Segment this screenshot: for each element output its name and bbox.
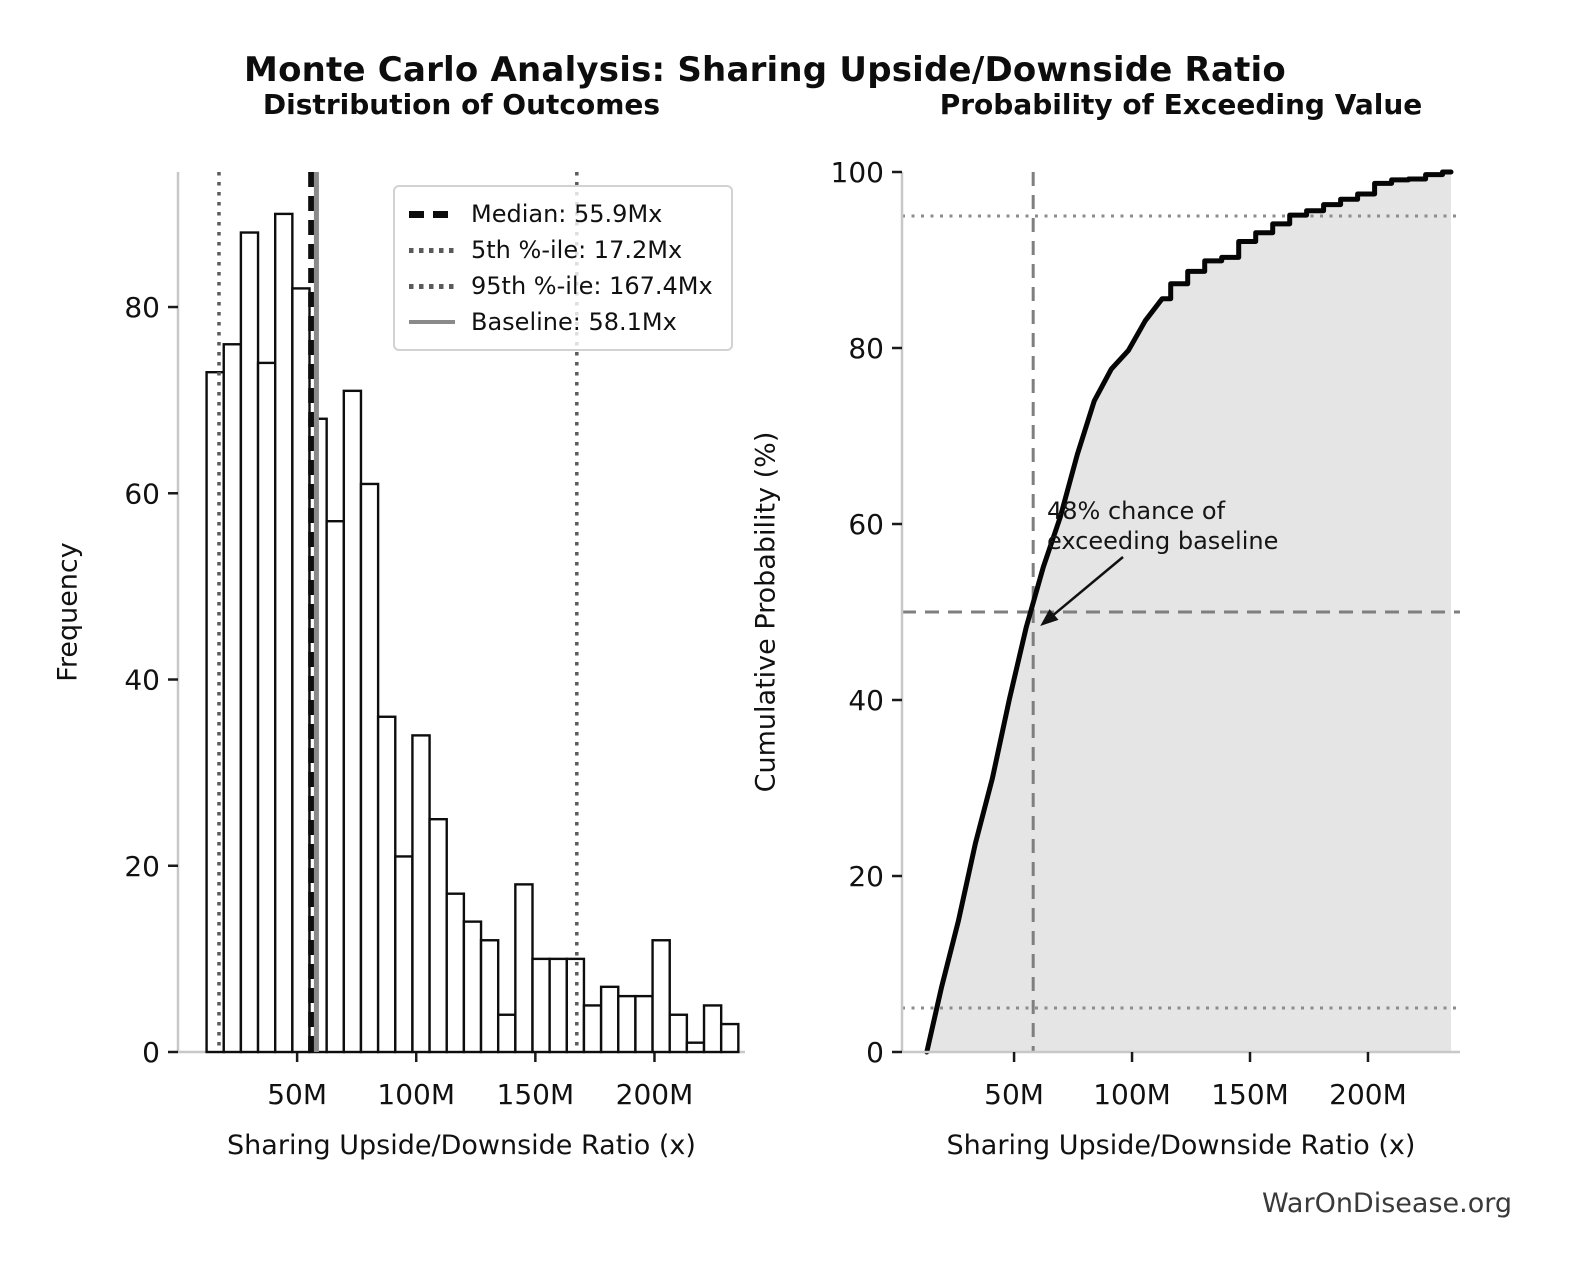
svg-text:0: 0 <box>866 1036 884 1069</box>
figure-title: Monte Carlo Analysis: Sharing Upside/Dow… <box>244 50 1286 90</box>
svg-text:0: 0 <box>142 1036 160 1069</box>
svg-text:150M: 150M <box>1211 1078 1289 1111</box>
svg-text:20: 20 <box>124 850 160 883</box>
legend-label-baseline: Baseline: 58.1Mx <box>471 308 677 336</box>
legend-item-median: Median: 55.9Mx <box>409 199 713 229</box>
legend-label-5th-percentile: 5th %-ile: 17.2Mx <box>471 236 683 264</box>
cdf-x-axis-label: Sharing Upside/Downside Ratio (x) <box>946 1130 1416 1161</box>
cdf-y-axis-label: Cumulative Probability (%) <box>750 431 782 793</box>
histogram-title: Distribution of Outcomes <box>262 88 661 121</box>
cdf-title: Probability of Exceeding Value <box>939 88 1423 121</box>
svg-text:200M: 200M <box>616 1078 694 1111</box>
median-dashed-line-sample <box>409 210 455 218</box>
legend-item-5th-percentile: 5th %-ile: 17.2Mx <box>409 235 713 265</box>
baseline-solid-line-sample <box>409 320 455 324</box>
legend: Median: 55.9Mx 5th %-ile: 17.2Mx 95th %-… <box>393 185 733 351</box>
svg-text:100: 100 <box>831 156 884 189</box>
legend-label-median: Median: 55.9Mx <box>471 200 663 228</box>
svg-text:50M: 50M <box>267 1078 327 1111</box>
svg-text:100M: 100M <box>1093 1078 1171 1111</box>
svg-text:60: 60 <box>848 508 884 541</box>
svg-text:40: 40 <box>848 684 884 717</box>
svg-text:50M: 50M <box>984 1078 1044 1111</box>
svg-text:150M: 150M <box>497 1078 575 1111</box>
cdf-annotation-text: 48% chance of exceeding baseline <box>1047 497 1279 555</box>
watermark: WarOnDisease.org <box>1261 1188 1512 1219</box>
legend-label-95th-percentile: 95th %-ile: 167.4Mx <box>471 272 713 300</box>
svg-text:40: 40 <box>124 664 160 697</box>
legend-item-95th-percentile: 95th %-ile: 167.4Mx <box>409 271 713 301</box>
svg-text:100M: 100M <box>377 1078 455 1111</box>
svg-text:20: 20 <box>848 860 884 893</box>
svg-text:80: 80 <box>848 332 884 365</box>
legend-item-baseline: Baseline: 58.1Mx <box>409 307 713 337</box>
svg-text:200M: 200M <box>1329 1078 1407 1111</box>
p5-dotted-line-sample <box>409 247 455 253</box>
svg-text:80: 80 <box>124 291 160 324</box>
svg-text:60: 60 <box>124 477 160 510</box>
p95-dotted-line-sample <box>409 283 455 289</box>
histogram-x-axis-label: Sharing Upside/Downside Ratio (x) <box>227 1130 696 1161</box>
histogram-y-axis-label: Frequency <box>52 542 84 682</box>
